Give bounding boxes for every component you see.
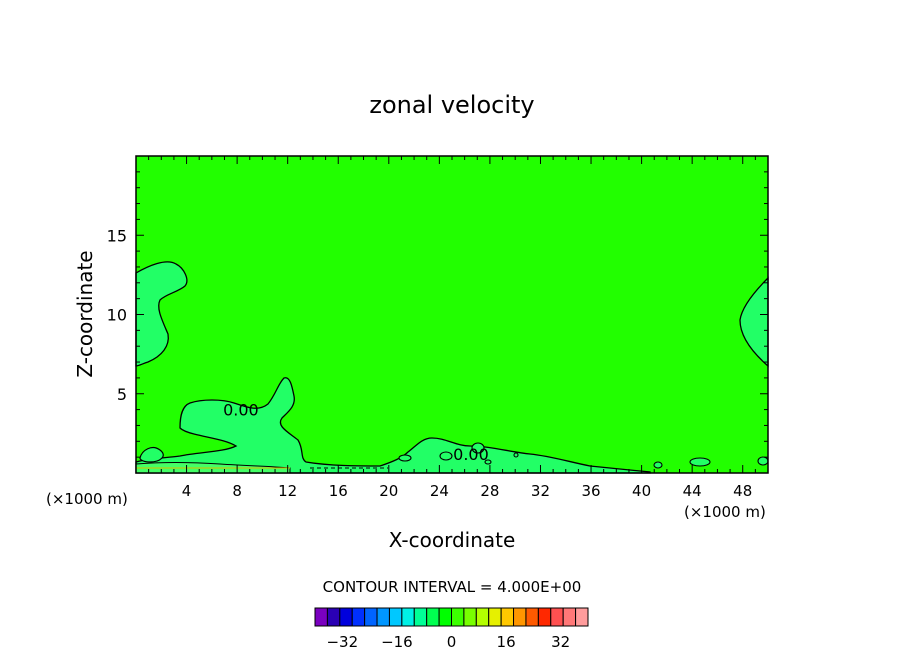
chart-title: zonal velocity (369, 91, 534, 119)
contour-region-right-edge (739, 276, 769, 368)
colorbar-cell (351, 607, 366, 627)
colorbar-cell (562, 607, 577, 627)
colorbar-cell (438, 607, 453, 627)
plot-area: 0.00 0.00 (135, 155, 769, 474)
colorbar-label: 0 (447, 633, 457, 651)
contour-region-small (139, 446, 164, 463)
colorbar-cell (388, 607, 403, 627)
x-unit-right: (×1000 m) (684, 503, 766, 521)
colorbar-label: 16 (497, 633, 516, 651)
x-tick-labels: 4 8 12 16 20 24 28 32 36 40 44 48 (182, 482, 752, 500)
x-unit-left: (×1000 m) (46, 490, 128, 508)
small-contour (471, 442, 485, 454)
small-contour (398, 454, 412, 462)
y-tick-label: 5 (117, 385, 127, 404)
colorbar (314, 607, 589, 627)
x-tick-label: 48 (733, 482, 752, 500)
x-tick-label: 28 (480, 482, 499, 500)
contour-region-upper-left (135, 261, 188, 367)
colorbar-cell (326, 607, 341, 627)
x-tick-label: 32 (531, 482, 550, 500)
colorbar-cell (401, 607, 415, 627)
x-axis-label: X-coordinate (389, 528, 516, 552)
colorbar-cell (339, 607, 353, 627)
y-axis-label: Z-coordinate (73, 250, 97, 377)
small-contour (757, 456, 769, 466)
colorbar-cell (463, 607, 477, 627)
colorbar-cell (314, 607, 328, 627)
small-contour (439, 451, 453, 461)
colorbar-cell (376, 607, 390, 627)
contour-label: 0.00 (453, 445, 489, 464)
x-tick-label: 16 (329, 482, 348, 500)
y-tick-label: 10 (107, 306, 127, 325)
colorbar-cell (525, 607, 539, 627)
x-tick-label: 24 (430, 482, 449, 500)
colorbar-label: −16 (381, 633, 413, 651)
y-tick-label: 15 (107, 226, 127, 245)
colorbar-cell (575, 607, 589, 627)
x-tick-label: 4 (182, 482, 192, 500)
x-tick-label: 12 (278, 482, 297, 500)
colorbar-cell (451, 607, 465, 627)
x-tick-label: 44 (683, 482, 702, 500)
colorbar-cell (513, 607, 527, 627)
small-contour (513, 452, 519, 458)
colorbar-cell (500, 607, 515, 627)
colorbar-labels: −32 −16 0 16 32 (326, 633, 570, 651)
small-contour (653, 461, 663, 469)
small-contour (484, 459, 492, 465)
colorbar-cell (426, 607, 440, 627)
colorbar-cell (488, 607, 502, 627)
x-tick-label: 40 (632, 482, 651, 500)
small-contour (689, 457, 711, 467)
colorbar-cell (413, 607, 428, 627)
colorbar-cell (364, 607, 378, 627)
contour-label: 0.00 (223, 401, 259, 420)
colorbar-cell (537, 607, 552, 627)
y-tick-labels: 5 10 15 (107, 226, 127, 404)
x-tick-label: 36 (581, 482, 600, 500)
colorbar-cell (550, 607, 564, 627)
x-tick-label: 20 (379, 482, 398, 500)
colorbar-label: 32 (551, 633, 570, 651)
colorbar-label: −32 (326, 633, 358, 651)
contour-interval: CONTOUR INTERVAL = 4.000E+00 (323, 578, 582, 596)
small-contours (398, 442, 769, 469)
contour-labels: 0.00 0.00 (223, 401, 489, 464)
colorbar-cell (475, 607, 490, 627)
x-tick-label: 8 (232, 482, 242, 500)
tick-marks (136, 156, 768, 473)
